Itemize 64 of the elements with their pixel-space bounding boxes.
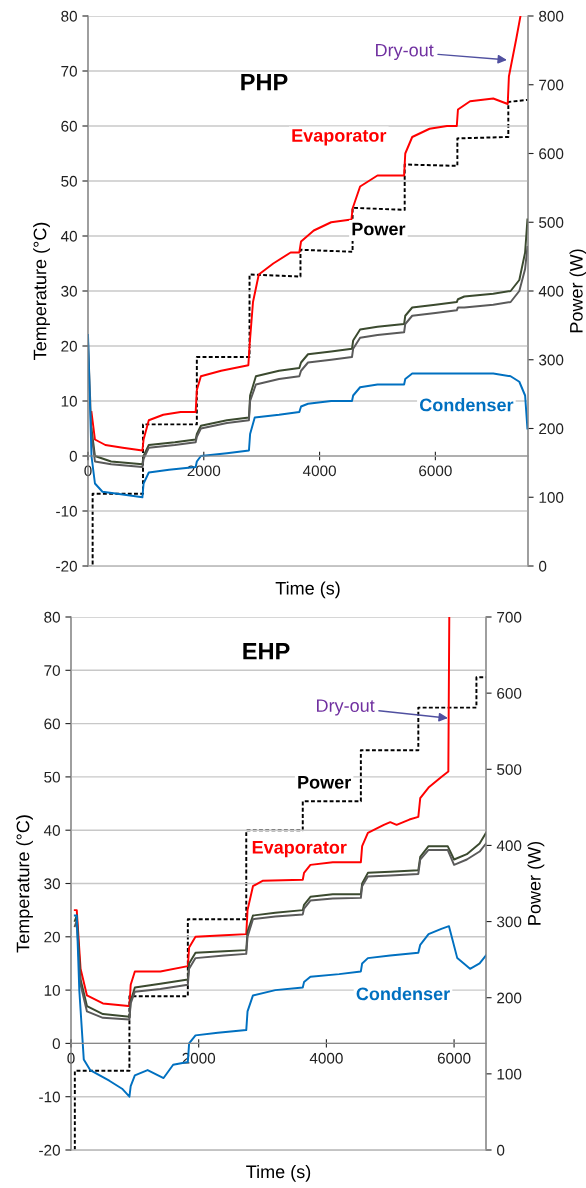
- series-label: Condenser: [419, 398, 514, 412]
- y-tick-label: 70: [44, 665, 60, 676]
- y-tick-label: 30: [44, 878, 60, 890]
- series-label: Evaporator: [252, 841, 347, 858]
- y-tick-label: 0: [69, 450, 77, 462]
- y2-tick-label: 300: [539, 354, 564, 366]
- line-series: [73, 914, 486, 1098]
- y2-tick-label: 600: [497, 688, 522, 699]
- y2-tick-label: 200: [539, 423, 564, 435]
- line-series: [90, 16, 522, 452]
- y-tick-label: -20: [56, 560, 77, 572]
- y-tick-label: 20: [44, 931, 60, 943]
- text: EHP: [243, 643, 290, 660]
- y2-tick-label: 100: [539, 492, 564, 503]
- y2-tick-label: 0: [497, 1144, 505, 1156]
- y-tick-label: 50: [44, 771, 60, 783]
- y-tick-label: 20: [61, 340, 77, 352]
- x-tick-label: 0: [84, 465, 92, 477]
- y-tick-label: 80: [61, 10, 77, 22]
- y2-tick-label: 600: [539, 148, 564, 160]
- y2-tick-label: 100: [497, 1068, 522, 1080]
- text: PHP: [241, 73, 288, 91]
- y-tick-label: 10: [44, 984, 60, 996]
- y-tick-label: -10: [39, 1091, 60, 1103]
- y2-tick-label: 200: [497, 992, 522, 1004]
- x-axis-title: Time (s): [275, 581, 340, 599]
- x-tick-label: 4000: [309, 1052, 343, 1064]
- y2-tick-label: 300: [497, 916, 522, 928]
- series-label: Evaporator: [292, 129, 387, 146]
- y-tick-label: -20: [39, 1144, 60, 1156]
- y2-axis-title: Power (W): [569, 249, 586, 333]
- y-tick-label: 40: [60, 230, 77, 242]
- line-series: [73, 617, 451, 1008]
- y-tick-label: 10: [61, 395, 77, 407]
- y-tick-label: -10: [56, 505, 77, 517]
- series-label: Power: [298, 776, 351, 789]
- y-tick-label: 70: [61, 65, 77, 77]
- annotation: Dry-out: [376, 43, 434, 61]
- y-tick-label: 40: [43, 825, 60, 836]
- y2-tick-label: 500: [497, 764, 522, 775]
- annotation: Dry-out: [317, 699, 375, 716]
- y2-tick-label: 800: [539, 10, 564, 22]
- y-axis-title: Temperature (°C): [33, 222, 50, 360]
- y-tick-label: 80: [44, 611, 60, 623]
- y2-tick-label: 0: [539, 560, 547, 572]
- x-axis-title: Time (s): [246, 1164, 311, 1182]
- series-label: Power: [352, 222, 406, 236]
- y-tick-label: 60: [61, 120, 77, 132]
- y2-tick-label: 400: [496, 840, 522, 852]
- y2-tick-label: 500: [539, 217, 564, 228]
- y2-tick-label: 400: [538, 285, 564, 297]
- x-tick-label: 2000: [187, 465, 221, 477]
- y-tick-label: 50: [61, 175, 77, 187]
- y2-tick-label: 700: [539, 79, 564, 91]
- series-label: Condenser: [356, 987, 450, 1001]
- x-tick-label: 4000: [302, 465, 336, 477]
- y-tick-label: 0: [52, 1038, 60, 1050]
- y2-axis-title: Power (W): [527, 841, 545, 925]
- x-tick-label: 6000: [437, 1052, 471, 1064]
- y2-tick-label: 700: [497, 611, 522, 623]
- y-axis-title: Temperature (°C): [16, 815, 33, 953]
- y-tick-label: 60: [44, 718, 60, 730]
- y-tick-label: 30: [61, 285, 77, 297]
- x-tick-label: 6000: [419, 465, 452, 477]
